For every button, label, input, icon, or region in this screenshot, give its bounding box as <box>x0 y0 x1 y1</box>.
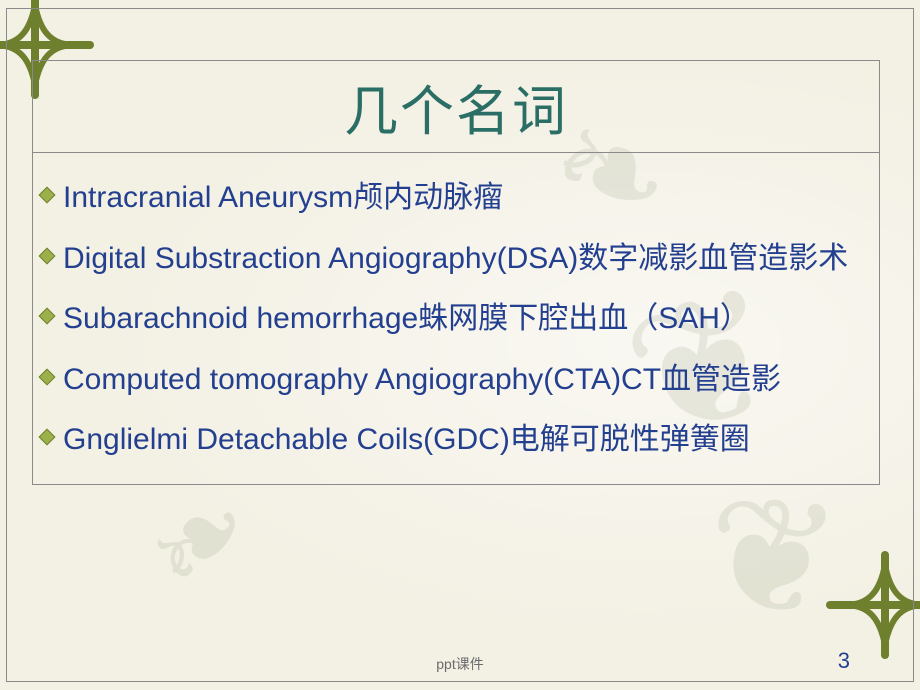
page-number: 3 <box>838 648 850 674</box>
bullet-icon <box>39 429 56 446</box>
list-item: Intracranial Aneurysm颅内动脉瘤 <box>41 175 871 222</box>
bullet-icon <box>39 187 56 204</box>
list-item-text: Gnglielmi Detachable Coils(GDC)电解可脱性弹簧圈 <box>63 417 750 464</box>
list-item: Digital Substraction Angiography(DSA)数字减… <box>41 236 871 283</box>
list-item-text: Intracranial Aneurysm颅内动脉瘤 <box>63 175 503 222</box>
leaf-decoration: ❦ <box>698 458 848 656</box>
list-item: Computed tomography Angiography(CTA)CT血管… <box>41 357 871 404</box>
list-item-text: Subarachnoid hemorrhage蛛网膜下腔出血（SAH） <box>63 296 750 343</box>
bullet-icon <box>39 247 56 264</box>
list-item-text: Digital Substraction Angiography(DSA)数字减… <box>63 236 848 283</box>
footer-label: ppt课件 <box>436 654 483 674</box>
title-container: 几个名词 <box>32 60 880 153</box>
slide-title: 几个名词 <box>33 67 879 146</box>
list-item-text: Computed tomography Angiography(CTA)CT血管… <box>63 357 781 404</box>
list-item: Gnglielmi Detachable Coils(GDC)电解可脱性弹簧圈 <box>41 417 871 464</box>
list-item: Subarachnoid hemorrhage蛛网膜下腔出血（SAH） <box>41 296 871 343</box>
bullet-icon <box>39 368 56 385</box>
body-container: Intracranial Aneurysm颅内动脉瘤 Digital Subst… <box>32 153 880 485</box>
slide-content: 几个名词 Intracranial Aneurysm颅内动脉瘤 Digital … <box>32 60 880 485</box>
bullet-icon <box>39 308 56 325</box>
